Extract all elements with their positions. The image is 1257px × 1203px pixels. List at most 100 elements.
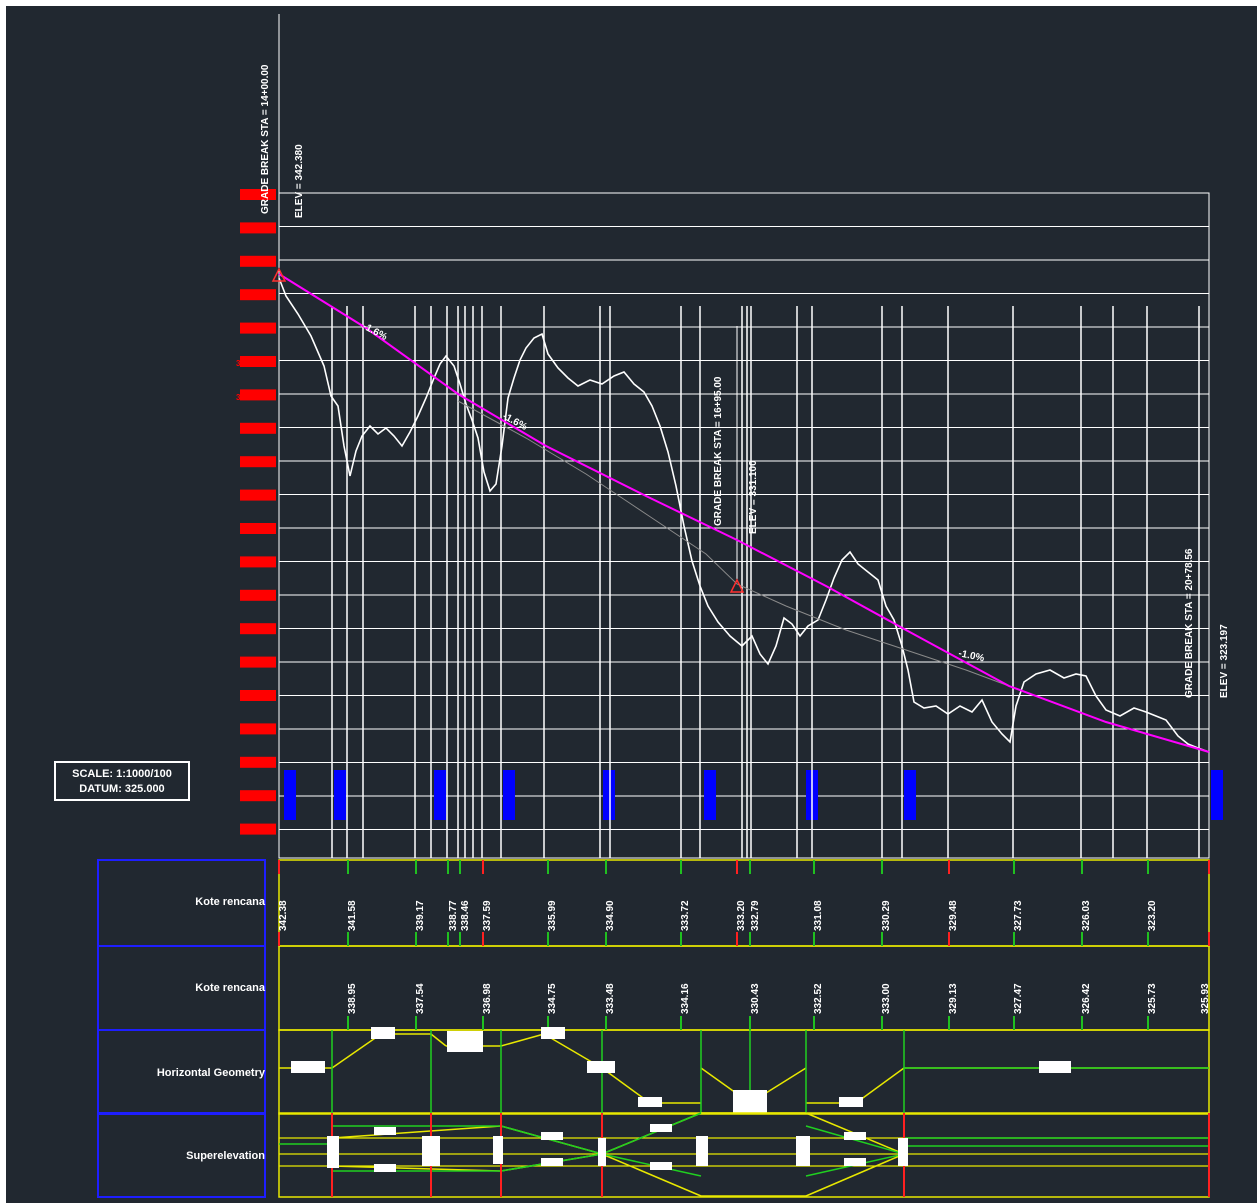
cad-canvas: GRADE BREAK STA = 14+00.00 ELEV = 342.38… <box>6 6 1257 1203</box>
hgeom-label-box <box>733 1090 767 1102</box>
elevation-tick <box>240 656 276 668</box>
row1-value: 342.38 <box>278 900 289 931</box>
datum-line: DATUM: 325.000 <box>79 783 165 795</box>
superel-block <box>696 1136 708 1166</box>
hgeom-label-box <box>541 1027 565 1039</box>
superel-yellow <box>601 1153 702 1197</box>
grid-frame <box>278 192 1210 859</box>
row1-value: 334.90 <box>605 900 616 931</box>
row1-value: 333.20 <box>736 900 747 931</box>
design-grade-line <box>278 273 1210 753</box>
row2-value: 330.43 <box>750 983 761 1014</box>
row1-value: 323.20 <box>1147 900 1158 931</box>
row1-value: 341.58 <box>347 900 358 931</box>
station-lines <box>331 306 1200 858</box>
row-frame <box>278 1029 1210 1115</box>
superel-block <box>422 1136 440 1166</box>
superel-yellow <box>331 1165 502 1172</box>
hgeom-line <box>500 1033 545 1047</box>
hgeom-label-box <box>638 1097 662 1107</box>
label-cell <box>97 1112 266 1198</box>
panel-label-2: Kote rencana <box>195 982 265 994</box>
pvi-end-station-label: GRADE BREAK STA = 20+78.56 <box>1184 548 1195 698</box>
elevation-axis-ticks <box>240 189 276 835</box>
superel-tag <box>541 1158 563 1166</box>
hgeom-label-box <box>291 1061 325 1073</box>
panel-superelevation: Superelevation <box>98 1113 265 1197</box>
elevation-tick <box>240 589 276 601</box>
horizontal-geometry-diagram <box>279 1027 1209 1113</box>
elevation-tick <box>240 723 276 735</box>
kote-rencana-row2-values: 338.95 337.54 336.98 334.75 333.48 334.16 330.… <box>347 983 1211 1014</box>
station-marker <box>603 770 615 820</box>
station-marker <box>503 770 515 820</box>
station-marker <box>904 770 916 820</box>
superel-block <box>327 1136 339 1168</box>
existing-ground-line <box>278 277 1210 753</box>
row1-value: 329.48 <box>948 900 959 931</box>
row2-value: 325.73 <box>1147 983 1158 1014</box>
station-marker <box>704 770 716 820</box>
superel-tag <box>844 1158 866 1166</box>
axis-label-1: 340.00 <box>236 359 261 368</box>
superel-tag <box>844 1132 866 1140</box>
panel-label-3: Horizontal Geometry <box>156 1067 265 1079</box>
station-marker <box>284 770 296 820</box>
row1-value: 330.29 <box>881 900 892 931</box>
elevation-tick <box>240 489 276 501</box>
elevation-tick <box>240 823 276 835</box>
row1-value: 338.46 <box>460 900 471 931</box>
axis-label-2: 338.00 <box>236 393 261 402</box>
panel-kote-rencana-1: Kote rencana <box>98 860 265 944</box>
elevation-tick <box>240 556 276 568</box>
hgeom-label-box <box>447 1040 483 1052</box>
pvi-mid-elev-label: ELEV = 331.100 <box>748 460 759 534</box>
kote-rencana-row1-values: 342.38 341.58 339.17 338.77 338.46 337.59 335.… <box>278 900 1158 931</box>
elevation-tick <box>240 790 276 802</box>
hgeom-label-box <box>587 1061 615 1073</box>
superelevation-diagram <box>279 1112 1210 1197</box>
pvi-marker-mid <box>729 578 745 593</box>
pvi-mid-station-label: GRADE BREAK STA = 16+95.00 <box>713 376 724 526</box>
vertical-curve-line <box>457 400 1010 687</box>
superel-tag <box>374 1127 396 1135</box>
row2-value: 327.47 <box>1013 983 1024 1014</box>
pvi-start-elev-label: ELEV = 342.380 <box>294 144 305 218</box>
hgeom-label-box <box>839 1097 863 1107</box>
elevation-tick <box>240 690 276 701</box>
superel-green <box>601 1112 702 1155</box>
superel-tag <box>650 1124 672 1132</box>
row2-value: 334.75 <box>547 983 558 1014</box>
elevation-tick <box>240 756 276 768</box>
superel-block <box>493 1136 503 1164</box>
elevation-tick <box>240 255 276 267</box>
row1-value: 333.72 <box>680 900 691 931</box>
row2-value: 333.00 <box>881 983 892 1014</box>
row1-value: 327.73 <box>1013 900 1024 931</box>
superel-tag <box>541 1132 563 1140</box>
row1-value: 331.08 <box>813 900 824 931</box>
row2-value: 336.98 <box>482 983 493 1014</box>
panel-label-4: Superelevation <box>186 1150 265 1162</box>
scale-line: SCALE: 1:1000/100 <box>72 768 172 780</box>
row2-value: 333.48 <box>605 983 616 1014</box>
superel-block <box>898 1138 908 1166</box>
row2-value: 334.16 <box>680 983 691 1014</box>
elevation-tick <box>240 623 276 635</box>
pvi-start-station-label: GRADE BREAK STA = 14+00.00 <box>260 64 271 214</box>
row2-value: 337.54 <box>415 983 426 1014</box>
grade-label-3: -1.0% <box>957 648 985 664</box>
elevation-tick <box>240 289 276 301</box>
elevation-tick <box>240 222 276 234</box>
row2-value: 326.42 <box>1081 983 1092 1014</box>
superel-tag <box>374 1164 396 1172</box>
pvi-marker-start <box>271 267 287 282</box>
hgeom-label-box <box>733 1101 767 1113</box>
panel-kote-rencana-2: Kote rencana <box>98 946 265 1030</box>
hgeom-line <box>430 1033 447 1047</box>
row1-value: 339.17 <box>415 900 426 931</box>
elevation-tick <box>240 189 276 200</box>
elevation-tick <box>240 523 276 534</box>
hgeom-line <box>855 1067 905 1104</box>
panel-label-1: Kote rencana <box>195 896 265 908</box>
